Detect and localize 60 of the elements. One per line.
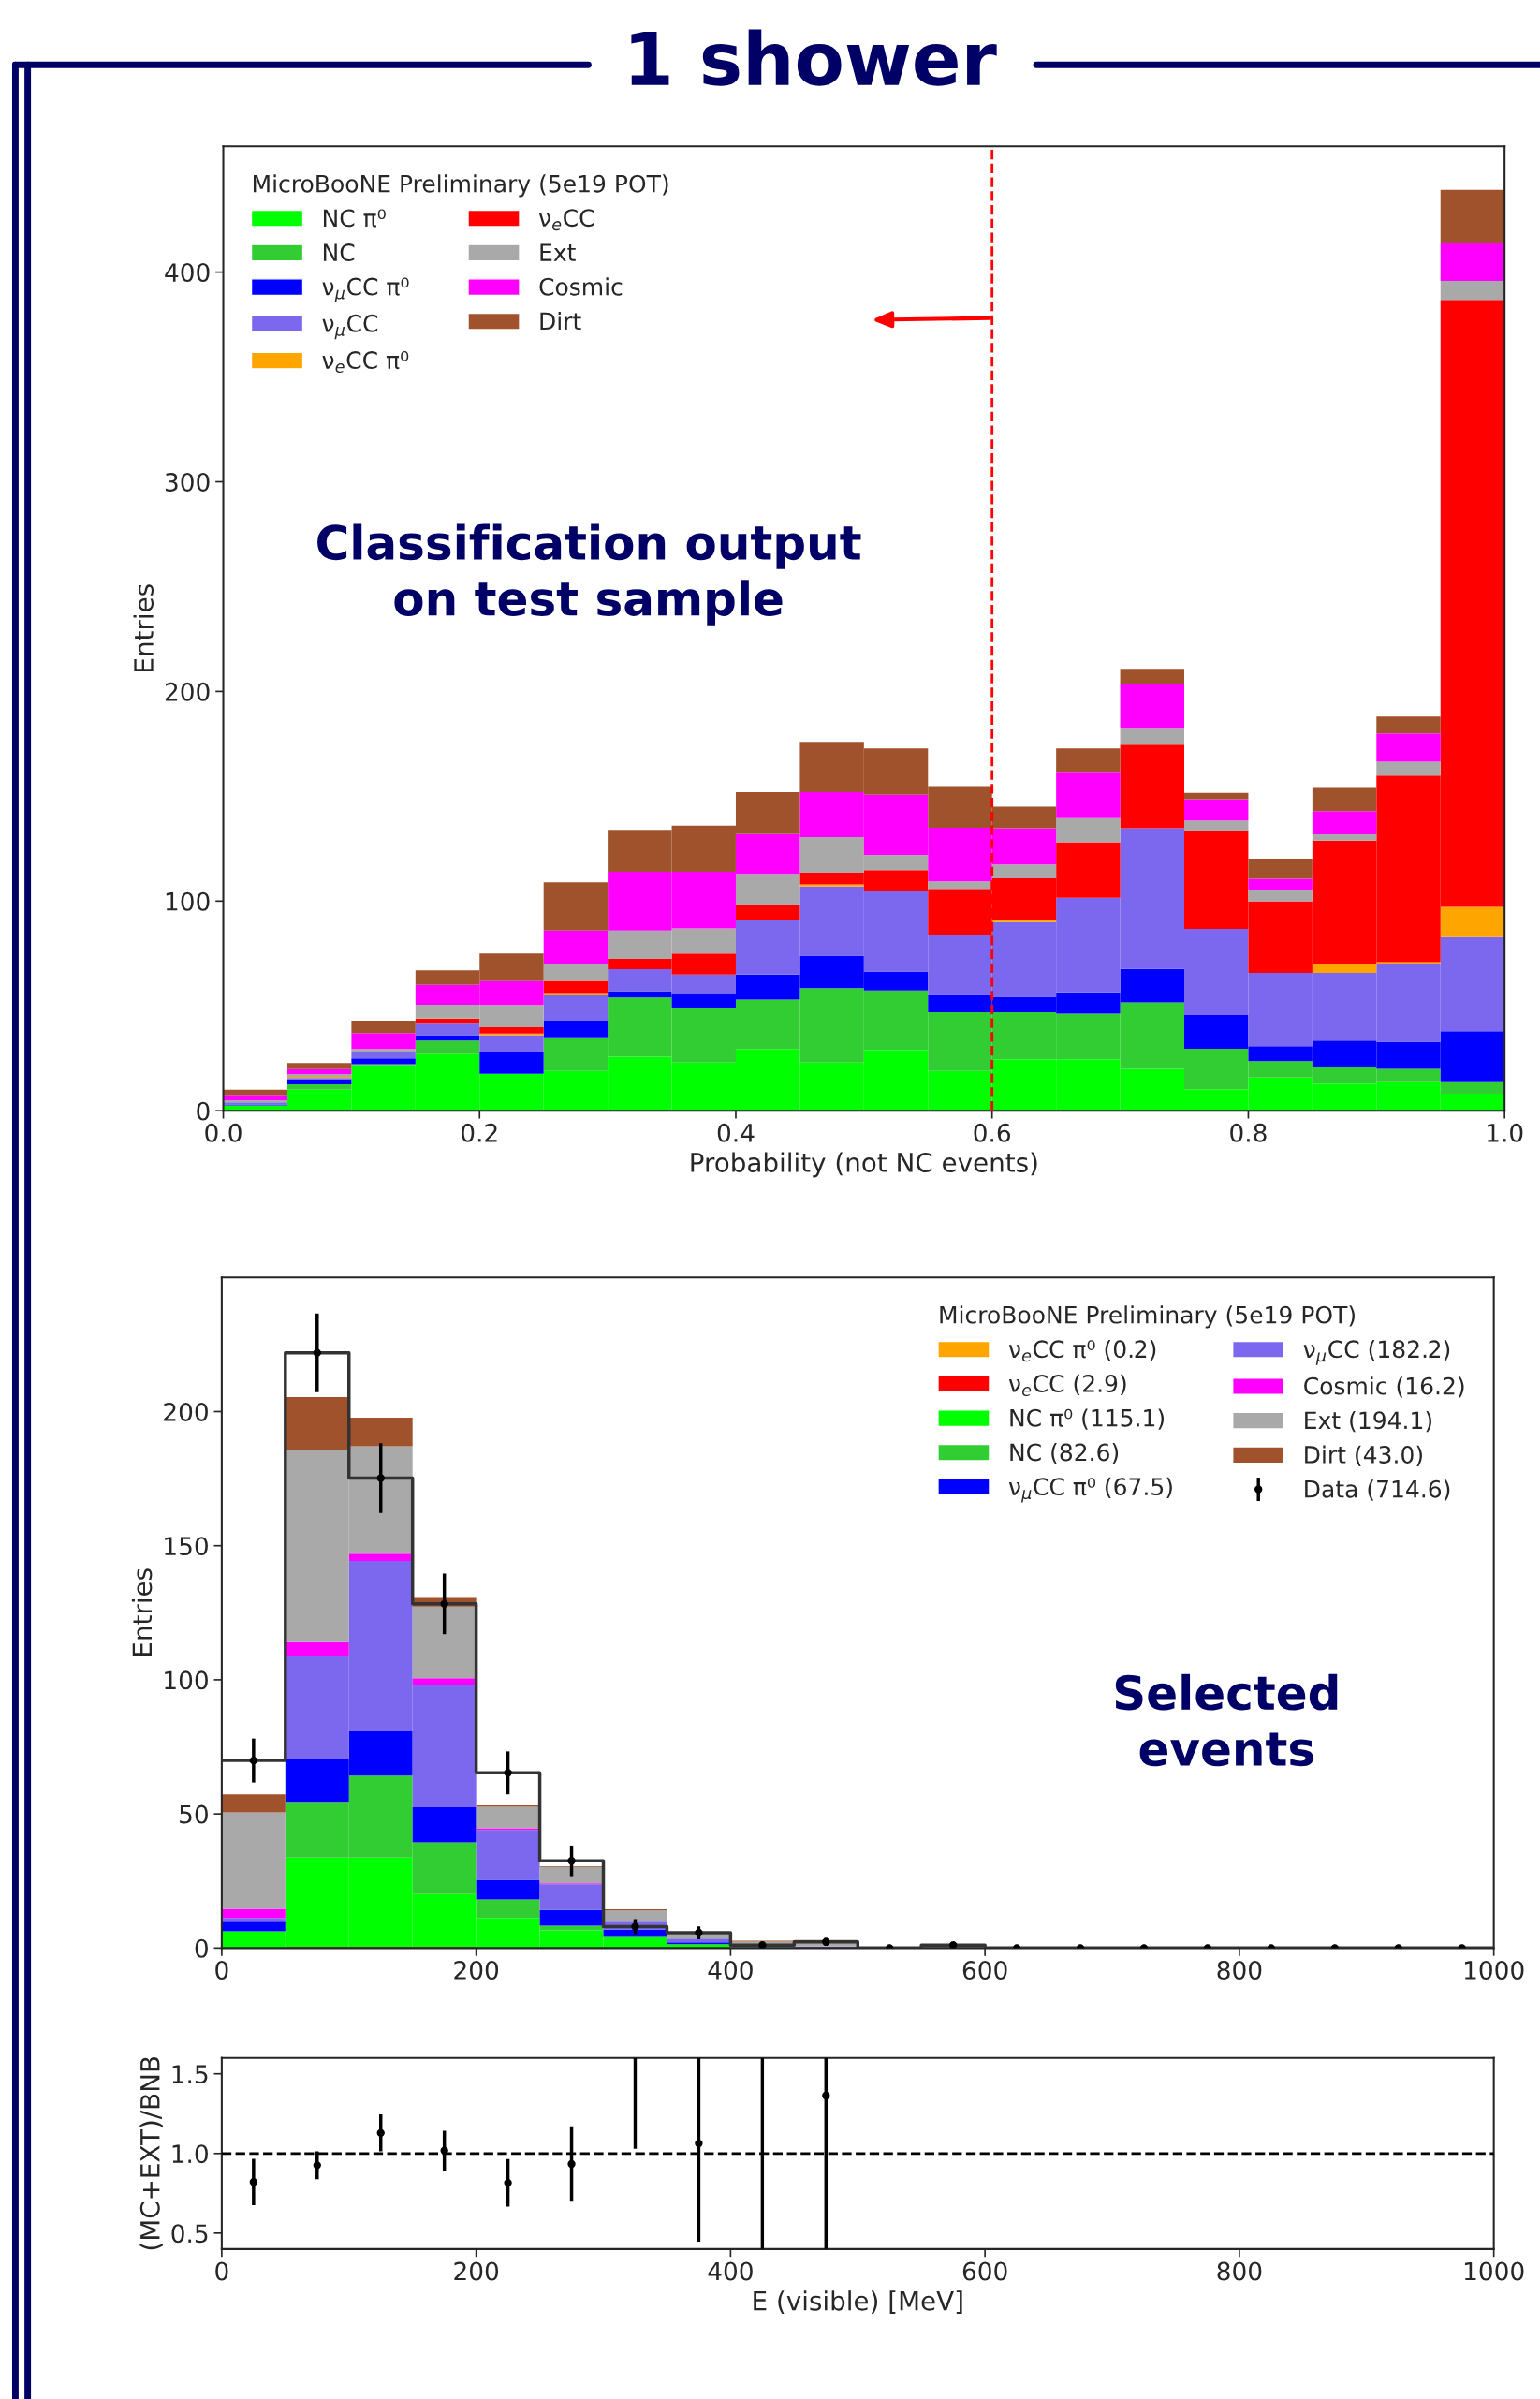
legend-label: Dirt	[540, 312, 581, 331]
y-tick-label: 200	[165, 682, 210, 701]
x-tick-label: 1.0	[1488, 1123, 1523, 1142]
legend-label: ν$_{e}$CC π⁰ (0.2)	[1008, 1339, 1156, 1362]
legend-label: NC (82.6)	[1010, 1443, 1119, 1464]
legend-label: ν$_{μ}$CC	[322, 314, 378, 340]
legend-label: ν$_{μ}$CC (182.2)	[1303, 1339, 1450, 1365]
legend-label: NC π⁰ (115.1)	[1010, 1408, 1165, 1430]
y-tick-label: 100	[165, 1670, 208, 1690]
y-axis-title: Entries	[131, 1568, 153, 1656]
y-tick-label: 300	[165, 472, 210, 492]
legend-label: ν$_{μ}$CC π⁰	[322, 277, 409, 302]
x-tick-label: 0.4	[717, 1123, 755, 1142]
y-tick-label: 1.5	[172, 2065, 208, 2084]
x-tick-label: 800	[1217, 1961, 1262, 1980]
x-tick-label: 0	[215, 2261, 228, 2281]
x-tick-label: 600	[962, 1961, 1007, 1980]
x-tick-label: 200	[454, 1961, 499, 1980]
x-tick-label: 400	[708, 1961, 753, 1980]
x-tick-label: 400	[708, 2261, 753, 2281]
legend-title: MicroBooNE Preliminary (5e19 POT)	[253, 174, 668, 198]
legend-label: NC π⁰	[323, 209, 386, 228]
chart-title: 1 shower	[631, 29, 997, 86]
x-tick-label: 0.8	[1230, 1123, 1267, 1142]
x-tick-label: 0	[215, 1961, 228, 1980]
legend-label: ν$_{e}$CC π⁰	[322, 351, 409, 374]
legend-label: ν$_{μ}$CC π⁰ (67.5)	[1008, 1477, 1172, 1503]
y-tick-label: 0	[195, 1938, 208, 1958]
x-tick-label: 1000	[1464, 1961, 1524, 1980]
x-axis-title: Probability (not NC events)	[691, 1152, 1037, 1178]
x-tick-label: 800	[1217, 2261, 1262, 2281]
legend-label: Cosmic (16.2)	[1304, 1376, 1464, 1398]
legend-label: Dirt (43.0)	[1305, 1445, 1422, 1466]
legend-label: ν$_{e}$CC (2.9)	[1008, 1374, 1126, 1396]
x-tick-label: 0.2	[462, 1123, 497, 1142]
legend-label: NC	[323, 243, 355, 262]
legend-label: Ext	[540, 243, 576, 261]
annotation: Selected events	[1115, 1673, 1338, 1767]
x-axis-title: E (visible) [MeV]	[754, 2290, 962, 2314]
y-tick-label: 0.5	[171, 2224, 208, 2244]
x-tick-label: 200	[454, 2261, 499, 2281]
y-tick-label: 400	[165, 263, 210, 283]
legend-label: Data (714.6)	[1305, 1479, 1450, 1501]
y-axis-title: (MC+EXT)/BNB	[139, 2056, 164, 2250]
annotation: Classification output on test sample	[317, 523, 861, 626]
y-tick-label: 50	[180, 1804, 208, 1824]
y-tick-label: 1.0	[172, 2144, 208, 2164]
legend-label: ν$_{e}$CC	[538, 209, 594, 231]
x-tick-label: 1000	[1464, 2261, 1524, 2281]
legend-label: Cosmic	[539, 277, 623, 296]
y-tick-label: 150	[165, 1537, 208, 1556]
x-tick-label: 0.6	[974, 1123, 1011, 1142]
legend-label: Ext (194.1)	[1305, 1410, 1431, 1433]
x-tick-label: 600	[962, 2261, 1007, 2281]
x-tick-label: 0.0	[205, 1123, 242, 1142]
y-tick-label: 200	[164, 1402, 208, 1421]
legend-title: MicroBooNE Preliminary (5e19 POT)	[940, 1305, 1355, 1329]
y-tick-label: 0	[197, 1101, 210, 1121]
y-axis-title: Entries	[133, 584, 154, 671]
y-tick-label: 100	[166, 891, 210, 911]
